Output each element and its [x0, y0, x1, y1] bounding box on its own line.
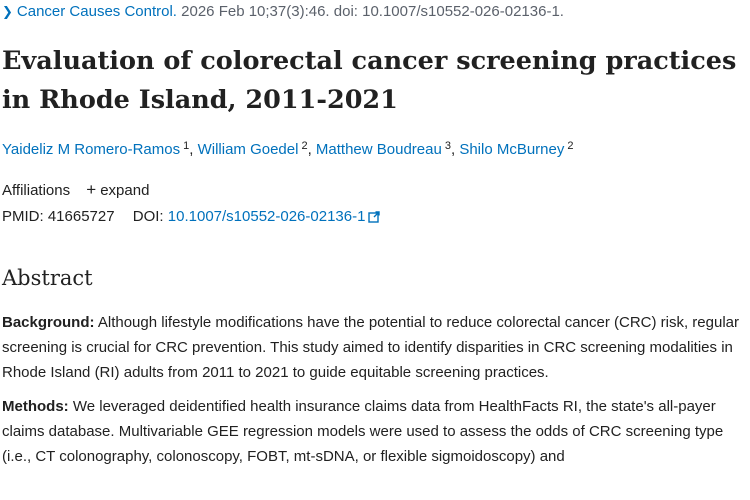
identifiers-row: PMID: 41665727 DOI: 10.1007/s10552-026-0…: [2, 208, 381, 225]
doi-value: 10.1007/s10552-026-02136-1: [167, 208, 366, 225]
abstract-heading: Abstract: [2, 266, 93, 290]
affiliation-marker[interactable]: 2: [567, 140, 574, 152]
methods-text: We leveraged deidentified health insuran…: [2, 398, 724, 465]
journal-link[interactable]: Cancer Causes Control.: [16, 3, 177, 20]
author-link[interactable]: Yaideliz M Romero-Ramos: [2, 141, 181, 158]
external-link-icon: [368, 211, 381, 223]
expand-affiliations-button[interactable]: + expand: [86, 180, 150, 199]
background-text: Although lifestyle modifications have th…: [2, 314, 739, 381]
citation-details: 2026 Feb 10;37(3):46. doi: 10.1007/s1055…: [181, 3, 564, 20]
affiliation-marker[interactable]: 1: [183, 140, 190, 152]
pmid-label: PMID:: [2, 208, 44, 225]
abstract-body: Background: Although lifestyle modificat…: [2, 310, 747, 478]
authors-list: Yaideliz M Romero-Ramos 1, William Goedel…: [2, 140, 574, 158]
abstract-methods: Methods: We leveraged deidentified healt…: [2, 394, 747, 469]
author-link[interactable]: Shilo McBurney: [459, 141, 565, 158]
doi-label: DOI:: [132, 208, 164, 225]
author-link[interactable]: William Goedel: [197, 141, 299, 158]
doi-link[interactable]: 10.1007/s10552-026-02136-1: [168, 208, 381, 225]
pmid-value: 41665727: [47, 208, 115, 225]
affiliation-marker[interactable]: 3: [444, 140, 451, 152]
page-title: Evaluation of colorectal cancer screenin…: [2, 46, 737, 115]
methods-label: Methods:: [2, 398, 69, 415]
citation-line: ❯ Cancer Causes Control. 2026 Feb 10;37(3…: [2, 3, 564, 20]
plus-icon: +: [86, 180, 97, 199]
affiliation-marker[interactable]: 2: [301, 140, 308, 152]
author-link[interactable]: Matthew Boudreau: [315, 141, 442, 158]
background-label: Background:: [2, 314, 95, 331]
affiliations-row: Affiliations + expand: [2, 180, 149, 200]
chevron-right-icon[interactable]: ❯: [2, 4, 13, 19]
expand-label: expand: [100, 182, 150, 199]
affiliations-label: Affiliations: [2, 182, 71, 199]
abstract-background: Background: Although lifestyle modificat…: [2, 310, 747, 385]
